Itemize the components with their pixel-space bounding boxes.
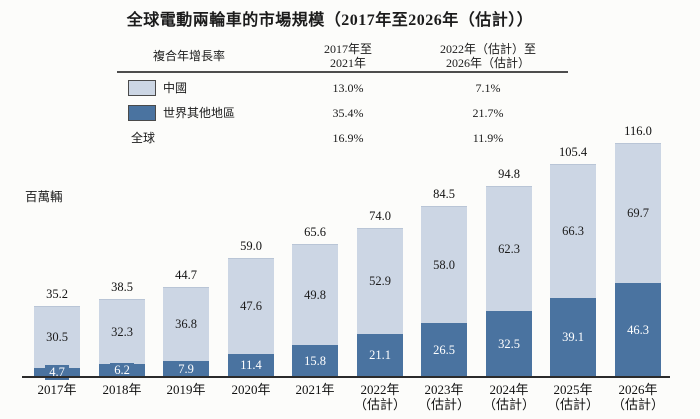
bar-total-label: 84.5 [433, 187, 455, 201]
x-axis-tick-label: 2017年 [37, 382, 77, 397]
cagr-table-header-label: 複合年增長率 [152, 49, 225, 63]
x-axis-tick-label: 2021年 [295, 382, 335, 397]
x-axis-tick-label: 2025年 （估計） [546, 382, 599, 412]
bar-2025年: 66.3 39.1 [550, 164, 596, 377]
bar-2021年: 49.8 15.8 [292, 244, 338, 377]
y-axis-unit-label: 百萬輛 [25, 190, 63, 204]
x-axis-tick-label: 2026年 （估計） [611, 382, 664, 412]
bar-total-label: 65.6 [304, 225, 326, 239]
bar-total-label: 94.8 [498, 167, 520, 181]
bar-value-rest-of-world: 26.5 [429, 342, 459, 358]
bar-segment-rest-of-world: 6.2 [99, 363, 145, 378]
bar-total-label: 74.0 [369, 209, 391, 223]
bar-total-label: 116.0 [624, 124, 652, 138]
bar-value-rest-of-world: 7.9 [174, 361, 198, 377]
bar-value-rest-of-world: 6.2 [110, 363, 134, 378]
bar-segment-china: 69.7 [615, 143, 661, 283]
bar-total-label: 59.0 [240, 239, 262, 253]
bar-segment-china: 66.3 [550, 164, 596, 298]
legend-label-global: 全球 [131, 131, 156, 145]
bar-value-rest-of-world: 32.5 [494, 336, 524, 352]
bar-segment-china: 52.9 [357, 228, 403, 334]
bar-value-rest-of-world: 15.8 [300, 353, 330, 369]
bar-value-rest-of-world: 46.3 [623, 322, 653, 338]
bar-total-label: 35.2 [46, 287, 68, 301]
legend-label-china: 中國 [163, 81, 188, 95]
cagr-col-2022-2026-line2: 2026年（估計） [445, 56, 530, 70]
bar-value-china: 49.8 [304, 287, 326, 302]
bar-2020年: 47.6 11.4 [228, 258, 274, 377]
x-axis-tick-label: 2024年 （估計） [482, 382, 535, 412]
bar-segment-china: 30.5 [34, 306, 80, 368]
bar-segment-rest-of-world: 7.9 [163, 361, 209, 377]
bar-segment-china: 49.8 [292, 244, 338, 345]
bar-segment-china: 62.3 [486, 186, 532, 311]
bar-value-china: 62.3 [498, 241, 520, 256]
cagr-col-2017-2021-line2: 2021年 [329, 56, 366, 70]
x-axis-tick-label: 2018年 [102, 382, 142, 397]
bar-segment-rest-of-world: 32.5 [486, 311, 532, 377]
bar-2026年: 69.7 46.3 [615, 143, 661, 377]
bar-2018年: 32.3 6.2 [99, 299, 145, 378]
bar-total-label: 38.5 [111, 280, 133, 294]
x-axis-tick-label: 2019年 [166, 382, 206, 397]
bar-segment-rest-of-world: 15.8 [292, 345, 338, 377]
bar-segment-rest-of-world: 39.1 [550, 298, 596, 377]
legend-swatch-rest-of-world [128, 105, 156, 121]
table-header-rule [117, 71, 568, 73]
bar-2023年: 58.0 26.5 [421, 206, 467, 377]
bar-segment-china: 47.6 [228, 258, 274, 354]
bar-2017年: 30.5 4.7 [34, 306, 80, 380]
bar-2024年: 62.3 32.5 [486, 186, 532, 377]
cagr-row-2017-2021: 35.4% [332, 106, 364, 120]
bar-value-rest-of-world: 11.4 [236, 358, 266, 373]
cagr-global-2017-2021: 16.9% [332, 131, 364, 145]
x-axis-tick-label: 2023年 （估計） [417, 382, 470, 412]
bar-segment-rest-of-world: 21.1 [357, 334, 403, 377]
cagr-global-2022-2026: 11.9% [472, 131, 504, 145]
bar-segment-rest-of-world: 46.3 [615, 283, 661, 377]
x-axis-line [22, 376, 670, 378]
bar-value-china: 58.0 [433, 257, 455, 272]
bar-value-china: 69.7 [627, 206, 649, 220]
legend-swatch-china [128, 80, 156, 96]
bar-segment-rest-of-world: 11.4 [228, 354, 274, 377]
page-title: 全球電動兩輪車的市場規模（2017年至2026年（估計）） [126, 12, 534, 29]
cagr-china-2017-2021: 13.0% [332, 81, 364, 95]
bar-value-rest-of-world: 39.1 [558, 330, 588, 345]
bar-2019年: 36.8 7.9 [163, 287, 209, 377]
bar-2022年: 52.9 21.1 [357, 228, 403, 377]
bar-total-label: 105.4 [558, 145, 588, 159]
bar-segment-china: 36.8 [163, 287, 209, 361]
bar-total-label: 44.7 [175, 268, 197, 282]
cagr-china-2022-2026: 7.1% [475, 81, 501, 95]
x-axis-tick-label: 2020年 [231, 382, 271, 397]
bar-value-china: 66.3 [562, 224, 584, 238]
bar-value-china: 47.6 [240, 299, 262, 313]
bar-value-rest-of-world: 21.1 [365, 348, 395, 363]
bar-segment-china: 32.3 [99, 299, 145, 364]
bar-value-china: 30.5 [46, 330, 68, 344]
cagr-col-2017-2021-line1: 2017年至 [323, 42, 372, 56]
bar-segment-china: 58.0 [421, 206, 467, 323]
bar-value-china: 52.9 [369, 274, 391, 288]
cagr-row-2022-2026: 21.7% [472, 106, 504, 120]
cagr-col-2022-2026-line1: 2022年（估計）至 [439, 42, 536, 56]
bar-value-china: 32.3 [111, 324, 133, 339]
bar-value-china: 36.8 [175, 317, 197, 331]
x-axis-tick-label: 2022年 （估計） [353, 382, 406, 412]
bar-segment-rest-of-world: 26.5 [421, 323, 467, 377]
legend-label-rest-of-world: 世界其他地區 [163, 106, 236, 120]
